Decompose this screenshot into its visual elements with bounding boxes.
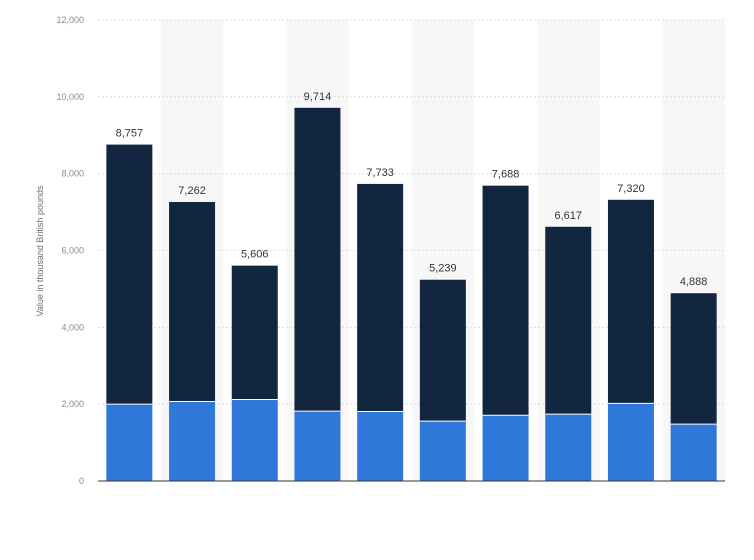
bar-segment-upper bbox=[106, 144, 153, 405]
data-label: 5,606 bbox=[241, 249, 269, 261]
bar-segment-upper bbox=[482, 185, 529, 416]
y-tick-label: 4,000 bbox=[61, 322, 84, 332]
y-tick-label: 8,000 bbox=[61, 169, 84, 179]
data-label: 9,714 bbox=[304, 91, 332, 103]
bar-segment-lower bbox=[670, 424, 717, 481]
data-label: 4,888 bbox=[680, 276, 708, 288]
bar-segment-upper bbox=[545, 226, 592, 415]
y-tick-label: 0 bbox=[79, 476, 84, 486]
bar-segment-upper bbox=[169, 202, 216, 402]
bar-segment-upper bbox=[231, 265, 278, 400]
bar-segment-lower bbox=[106, 404, 153, 481]
y-tick-label: 10,000 bbox=[56, 92, 84, 102]
data-label: 5,239 bbox=[429, 263, 457, 275]
data-labels: 8,757 7,262 5,606 9,714 7,733 5,239 7,688 6,617… bbox=[116, 91, 708, 288]
bar-segment-lower bbox=[545, 414, 592, 481]
bar-segment-lower bbox=[607, 403, 654, 481]
data-label: 7,262 bbox=[178, 185, 206, 197]
bar-segment-upper bbox=[357, 183, 404, 412]
y-tick-label: 12,000 bbox=[56, 15, 84, 25]
bars bbox=[106, 107, 717, 481]
bar-segment-lower bbox=[419, 421, 466, 481]
data-label: 8,757 bbox=[116, 128, 144, 140]
data-label: 7,320 bbox=[617, 183, 645, 195]
data-label: 6,617 bbox=[554, 210, 582, 222]
data-label: 7,688 bbox=[492, 169, 520, 181]
bar-segment-lower bbox=[482, 415, 529, 481]
bar-segment-lower bbox=[231, 399, 278, 481]
bar-segment-lower bbox=[294, 411, 341, 481]
bar-segment-lower bbox=[357, 411, 404, 481]
bar-segment-lower bbox=[169, 401, 216, 481]
y-axis-label: Value in thousand British pounds bbox=[35, 185, 45, 316]
bar-segment-upper bbox=[607, 199, 654, 404]
bar-segment-upper bbox=[670, 293, 717, 425]
bar-segment-upper bbox=[419, 279, 466, 422]
data-label: 7,733 bbox=[366, 167, 394, 179]
y-axis-ticks: 0 2,000 4,000 6,000 8,000 10,000 12,000 bbox=[56, 15, 84, 486]
bar-segment-upper bbox=[294, 107, 341, 412]
y-tick-label: 6,000 bbox=[61, 246, 84, 256]
y-tick-label: 2,000 bbox=[61, 399, 84, 409]
